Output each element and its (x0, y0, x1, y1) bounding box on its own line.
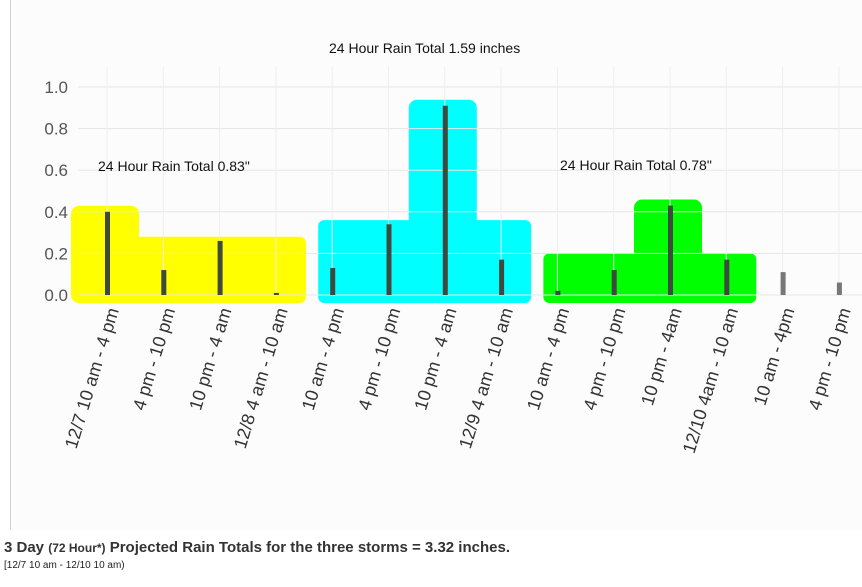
bar (105, 211, 110, 295)
bar (330, 267, 336, 295)
x-tick-label: 12/10 4am - 10 am (679, 305, 742, 455)
bar (724, 259, 730, 295)
x-tick-label: 4 pm - 10 pm (129, 305, 179, 412)
x-tick-label: 10 am - 4 pm (523, 305, 573, 412)
x-axis-ticks: 12/7 10 am - 4 pm 4 pm - 10 pm 10 pm - 4 a… (61, 305, 855, 455)
x-tick-label: 10 pm - 4 am (185, 305, 235, 412)
bar (836, 282, 842, 295)
rain-chart: 0.00.20.40.60.81.0 12/7 10 am - 4 pm 4 pm… (44, 67, 862, 456)
storm-1-total-annotation: 24 Hour Rain Total 0.83" (98, 158, 250, 174)
summary-lead: 3 Day (4, 539, 45, 556)
x-tick-label: 10 pm - 4am (637, 305, 686, 407)
bar (386, 224, 392, 295)
bar (611, 270, 617, 295)
y-tick-label: 0.8 (44, 120, 68, 139)
bars (105, 105, 842, 295)
x-tick-label: 12/8 4 am - 10 am (230, 305, 292, 451)
summary-main: Projected Rain Totals for the three stor… (109, 539, 510, 556)
storm-highlights (71, 99, 757, 303)
bar (780, 272, 786, 295)
y-tick-label: 0.6 (44, 161, 68, 180)
bar (442, 105, 448, 295)
x-tick-label: 4 pm - 10 pm (579, 305, 629, 412)
bar (668, 205, 673, 295)
x-tick-label: 10 am - 4 pm (298, 305, 348, 412)
x-tick-label: 4 pm - 10 pm (354, 305, 404, 412)
bar (499, 259, 505, 295)
bar (555, 290, 561, 295)
bar (217, 240, 223, 295)
summary-text: 3 Day (72 Hour*) Projected Rain Totals f… (4, 539, 510, 556)
storm-2-total-annotation: 24 Hour Rain Total 1.59 inches (329, 40, 521, 56)
y-tick-label: 0.0 (44, 286, 68, 305)
y-tick-label: 1.0 (44, 78, 68, 97)
bar (273, 292, 279, 295)
x-tick-label: 12/9 4 am - 10 am (455, 305, 517, 451)
grid-lines (78, 67, 862, 296)
storm-3-total-annotation: 24 Hour Rain Total 0.78" (560, 157, 712, 173)
x-tick-label: 10 pm - 4 am (410, 305, 460, 412)
summary-qualifier: (72 Hour*) (48, 541, 106, 555)
y-tick-label: 0.4 (44, 203, 68, 222)
x-tick-label: 10 am - 4pm (750, 305, 799, 407)
bar (161, 270, 167, 295)
y-tick-label: 0.2 (44, 244, 68, 263)
y-axis-ticks: 0.0 0.2 0.4 0.6 0.8 1.0 (44, 78, 68, 305)
x-tick-label: 12/7 10 am - 4 pm (61, 305, 123, 451)
summary-date-range: [12/7 10 am - 12/10 10 am) (4, 560, 125, 571)
x-tick-label: 4 pm - 10 pm (805, 305, 855, 412)
